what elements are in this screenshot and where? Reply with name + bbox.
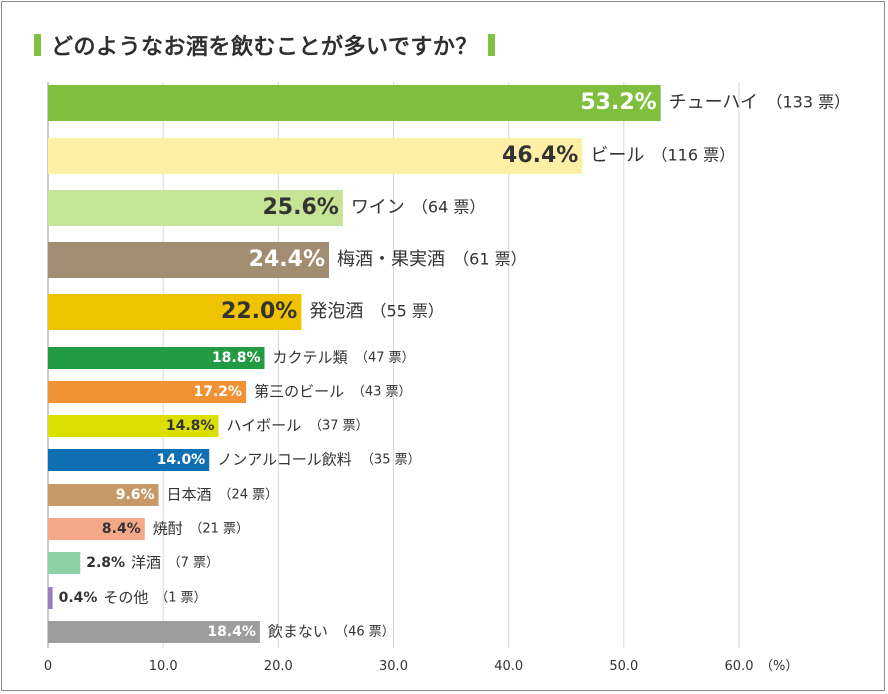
category-label: ビール [590, 145, 644, 166]
category-label: 洋酒 [131, 554, 161, 572]
category-label: チューハイ [669, 92, 758, 113]
value-label: 14.8% [166, 418, 215, 434]
x-tick-label: 30.0 [379, 659, 408, 674]
bar-12 [48, 552, 81, 574]
count-label: （1 票） [155, 591, 206, 606]
value-label: 2.8% [86, 555, 125, 571]
count-label: （21 票） [189, 522, 249, 537]
bar-8 [48, 415, 219, 437]
bar-11 [48, 518, 145, 540]
x-tick-label: 50.0 [609, 659, 638, 674]
count-label: （61 票） [453, 250, 526, 269]
x-tick-label: 10.0 [149, 659, 178, 674]
count-label: （43 票） [352, 385, 412, 400]
bar-5 [48, 294, 302, 330]
count-label: （37 票） [309, 419, 369, 434]
count-label: （47 票） [355, 351, 415, 366]
category-label: ハイボール [226, 417, 301, 435]
category-label: 焼酎 [153, 520, 183, 538]
bar-13 [48, 587, 53, 609]
count-label: （116 票） [651, 146, 735, 165]
value-label: 14.0% [157, 452, 206, 468]
count-label: （133 票） [766, 93, 850, 112]
value-label: 0.4% [59, 590, 98, 606]
value-label: 46.4% [502, 143, 578, 168]
title-text: どのようなお酒を飲むことが多いですか？ [51, 35, 478, 60]
count-label: （35 票） [361, 453, 421, 468]
category-label: カクテル類 [273, 349, 348, 367]
x-tick-label: 20.0 [264, 659, 293, 674]
chart-title: どのようなお酒を飲むことが多いですか？ [34, 31, 495, 60]
value-label: 22.0% [221, 299, 297, 324]
x-tick-label: 0 [44, 659, 52, 674]
x-unit-label: （%） [760, 659, 798, 674]
title-marker-right [487, 34, 495, 56]
x-tick-label: 40.0 [494, 659, 523, 674]
category-label: 梅酒・果実酒 [337, 249, 445, 270]
bar-9 [48, 449, 210, 471]
bar-14 [48, 621, 260, 643]
bar-1 [48, 85, 661, 121]
category-label: 第三のビール [254, 383, 344, 401]
category-label: その他 [103, 589, 148, 607]
value-label: 18.4% [207, 624, 256, 640]
value-label: 18.8% [212, 350, 261, 366]
bar-3 [48, 190, 343, 226]
bar-10 [48, 484, 159, 506]
bar-7 [48, 381, 247, 403]
value-label: 25.6% [262, 195, 338, 220]
category-label: 発泡酒 [309, 301, 363, 322]
count-label: （55 票） [370, 302, 443, 321]
category-label: 日本酒 [167, 486, 212, 504]
value-label: 8.4% [102, 521, 141, 537]
count-label: （7 票） [168, 556, 219, 571]
count-label: （64 票） [412, 198, 485, 217]
value-label: 53.2% [580, 90, 656, 115]
count-label: （24 票） [218, 488, 278, 503]
bar-2 [48, 138, 583, 174]
bar-4 [48, 242, 330, 278]
title-marker-left [34, 34, 41, 56]
category-label: 飲まない [268, 623, 328, 641]
count-label: （46 票） [335, 625, 395, 640]
bar-6 [48, 347, 265, 369]
value-label: 17.2% [194, 384, 243, 400]
value-label: 9.6% [116, 487, 155, 503]
x-tick-label: 60.0 [725, 659, 754, 674]
value-label: 24.4% [249, 247, 325, 272]
category-label: ワイン [351, 197, 405, 218]
category-label: ノンアルコール飲料 [217, 451, 352, 469]
